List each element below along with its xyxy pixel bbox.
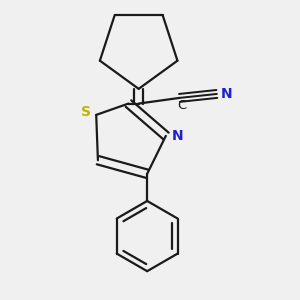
Text: C: C: [178, 99, 187, 112]
Text: N: N: [171, 129, 183, 143]
Text: S: S: [81, 105, 91, 119]
Text: N: N: [221, 87, 233, 101]
